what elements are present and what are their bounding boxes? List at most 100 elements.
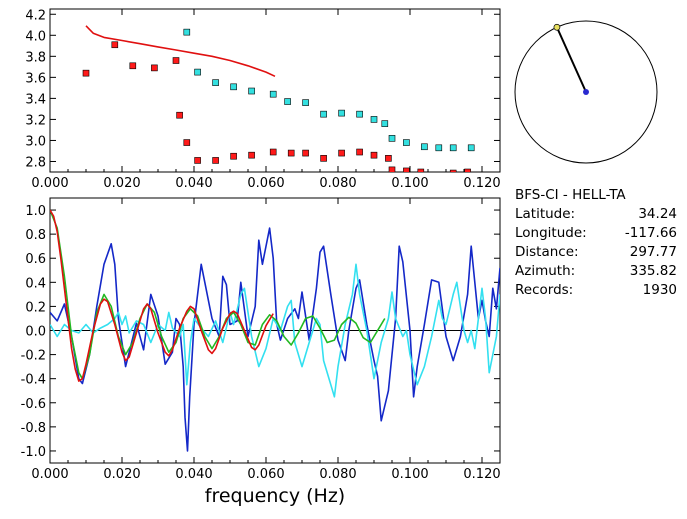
- data-point: [183, 28, 191, 36]
- x-tick-label: 0.080: [319, 176, 356, 191]
- y-tick-label: 0.0: [25, 325, 46, 340]
- data-point: [212, 157, 219, 164]
- data-point: [388, 135, 396, 142]
- station-info-panel: BFS-CI - HELL-TA Latitude: 34.24 Longitu…: [515, 186, 685, 300]
- series-2: [85, 25, 276, 78]
- data-point: [248, 87, 255, 95]
- info-row-latitude: Latitude: 34.24: [515, 205, 685, 224]
- y-tick-label: -1.0: [21, 445, 46, 460]
- y-tick-label: 0.2: [25, 300, 46, 315]
- data-point: [129, 62, 137, 70]
- x-tick-label: 0.020: [103, 467, 140, 482]
- data-point: [111, 41, 119, 49]
- data-point: [172, 57, 180, 64]
- data-point: [403, 167, 410, 172]
- x-tick-label: 0.060: [247, 467, 284, 482]
- series-0: [82, 41, 471, 172]
- series-line: [50, 263, 500, 398]
- y-tick-label: 3.0: [25, 134, 46, 149]
- info-value: 1930: [642, 282, 677, 298]
- azimuth-compass: [514, 20, 658, 164]
- y-tick-label: 4.0: [25, 29, 46, 44]
- y-tick-label: -0.4: [21, 373, 46, 388]
- y-tick-label: 4.2: [25, 8, 46, 23]
- series-line: [85, 25, 276, 78]
- data-point: [356, 110, 363, 118]
- data-point: [381, 120, 389, 127]
- y-tick-label: 3.8: [25, 50, 46, 65]
- info-label: Azimuth:: [515, 263, 576, 279]
- info-label: Latitude:: [515, 206, 576, 222]
- series-0: [50, 227, 500, 452]
- x-tick-label: 0.000: [31, 467, 68, 482]
- data-point: [421, 143, 428, 151]
- data-point: [212, 79, 219, 86]
- x-tick-label: 0.100: [391, 176, 428, 191]
- y-tick-label: 0.8: [25, 228, 46, 243]
- info-row-azimuth: Azimuth: 335.82: [515, 262, 685, 281]
- station-pair-title: BFS-CI - HELL-TA: [515, 187, 626, 203]
- data-point: [82, 69, 90, 77]
- x-tick-label: 0.100: [391, 467, 428, 482]
- y-tick-label: 3.2: [25, 113, 46, 128]
- info-value: 297.77: [629, 244, 677, 260]
- series-1: [50, 263, 500, 398]
- data-point: [302, 149, 309, 157]
- x-axis-label: frequency (Hz): [205, 485, 345, 507]
- data-point: [194, 68, 201, 76]
- info-label: Distance:: [515, 244, 579, 260]
- y-tick-label: 0.4: [25, 276, 46, 291]
- y-tick-label: 2.8: [25, 155, 46, 170]
- data-point: [269, 148, 277, 156]
- data-point: [370, 151, 378, 159]
- data-point: [230, 152, 237, 160]
- data-point: [467, 144, 475, 152]
- remote-station-marker: [553, 23, 561, 31]
- info-value: -117.66: [624, 225, 677, 241]
- data-point: [388, 166, 396, 172]
- x-tick-label: 0.040: [175, 176, 212, 191]
- data-point: [403, 139, 410, 146]
- y-tick-label: -0.2: [21, 349, 46, 364]
- series-line: [50, 209, 274, 382]
- series-2: [50, 209, 386, 380]
- x-tick-label: 0.020: [103, 176, 140, 191]
- x-tick-label: 0.120: [463, 176, 500, 191]
- y-tick-label: 1.0: [25, 204, 46, 219]
- y-tick-label: -0.8: [21, 421, 46, 436]
- data-point: [284, 98, 291, 105]
- data-point: [417, 168, 425, 172]
- velocity-scatter-panel: 0.000 0.020 0.040 0.060 0.080 0.100 0.120 2.8 3.…: [25, 8, 500, 191]
- y-tick-label: 0.6: [25, 252, 46, 267]
- data-point: [356, 148, 363, 156]
- x-tick-label: 0.040: [175, 467, 212, 482]
- data-point: [176, 111, 183, 119]
- plot-frame: [49, 8, 501, 173]
- data-point: [302, 99, 309, 106]
- azimuth-line: [556, 26, 587, 93]
- info-row-distance: Distance: 297.77: [515, 243, 685, 262]
- x-tick-label: 0.000: [31, 176, 68, 191]
- info-value: 34.24: [638, 206, 677, 222]
- x-tick-label: 0.060: [247, 176, 284, 191]
- data-point: [183, 139, 191, 146]
- series-1: [183, 28, 475, 152]
- data-point: [151, 64, 158, 72]
- data-point: [385, 155, 392, 162]
- x-tick-label: 0.120: [463, 467, 500, 482]
- data-point: [320, 155, 327, 162]
- data-point: [464, 168, 471, 172]
- data-point: [248, 151, 255, 159]
- data-point: [435, 144, 443, 152]
- data-point: [370, 116, 378, 123]
- series-3: [50, 209, 274, 382]
- station-marker: [583, 89, 589, 95]
- info-label: Records:: [515, 282, 574, 298]
- series-line: [50, 209, 386, 380]
- compass-circle: [514, 20, 658, 164]
- data-point: [449, 169, 457, 172]
- data-point: [338, 109, 345, 117]
- y-tick-label: 3.4: [25, 92, 46, 107]
- info-row-longitude: Longitude: -117.66: [515, 224, 685, 243]
